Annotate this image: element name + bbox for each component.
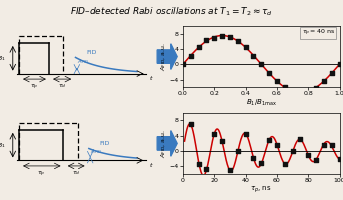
Point <box>204 39 209 42</box>
Point <box>235 149 240 152</box>
Text: $\tau_d$: $\tau_d$ <box>72 169 81 177</box>
FancyArrow shape <box>157 131 177 156</box>
Point <box>220 139 225 142</box>
Point <box>243 132 248 135</box>
Point <box>188 122 193 125</box>
Point <box>196 162 201 165</box>
Point <box>290 90 295 93</box>
Point <box>298 92 303 95</box>
Point <box>212 36 217 40</box>
Point <box>321 143 327 147</box>
Text: $\tau_p = 40$ ns: $\tau_p = 40$ ns <box>302 28 335 38</box>
Text: FID–detected Rabi oscillations at $T_1 = T_2 \approx \tau_d$: FID–detected Rabi oscillations at $T_1 =… <box>70 5 273 18</box>
Point <box>212 132 217 135</box>
Y-axis label: $A_{\mathrm{FID}}$, a.u.: $A_{\mathrm{FID}}$, a.u. <box>159 42 168 71</box>
Point <box>227 169 233 172</box>
Text: FID: FID <box>86 50 97 55</box>
Text: $A_\mathrm{FID}$: $A_\mathrm{FID}$ <box>77 57 89 66</box>
Point <box>227 35 233 38</box>
Point <box>282 162 287 165</box>
Point <box>282 85 287 88</box>
Point <box>204 168 209 171</box>
Point <box>306 154 311 157</box>
Point <box>298 138 303 141</box>
Point <box>251 156 256 160</box>
Point <box>220 35 225 38</box>
FancyArrow shape <box>157 44 177 69</box>
Text: $B_1$: $B_1$ <box>0 54 6 63</box>
Point <box>196 45 201 49</box>
Point <box>306 90 311 93</box>
Point <box>235 40 240 43</box>
Point <box>290 150 295 153</box>
Text: $t$: $t$ <box>149 74 154 82</box>
Text: FID: FID <box>99 141 110 146</box>
Point <box>274 143 280 146</box>
Text: $\tau_p$: $\tau_p$ <box>37 169 46 179</box>
X-axis label: $B_1/B_{1\mathrm{max}}$: $B_1/B_{1\mathrm{max}}$ <box>246 98 277 108</box>
Point <box>314 158 319 161</box>
Point <box>321 79 327 82</box>
Point <box>251 54 256 57</box>
Text: $t$: $t$ <box>149 161 154 169</box>
Point <box>329 72 334 75</box>
Point <box>243 46 248 49</box>
Text: $B_1$: $B_1$ <box>0 141 6 150</box>
Text: $\tau_d$: $\tau_d$ <box>58 82 67 90</box>
Point <box>337 158 342 161</box>
Point <box>274 79 280 83</box>
Point <box>337 63 342 66</box>
Text: $A_\mathrm{FID}$: $A_\mathrm{FID}$ <box>90 147 102 156</box>
Point <box>188 54 193 58</box>
Point <box>267 71 272 74</box>
Y-axis label: $A_{\mathrm{FID}}$, a.u.: $A_{\mathrm{FID}}$, a.u. <box>159 129 168 158</box>
Point <box>314 86 319 90</box>
Point <box>259 62 264 65</box>
Point <box>180 62 186 66</box>
Point <box>259 162 264 165</box>
Text: $\tau_p$: $\tau_p$ <box>30 82 38 92</box>
Point <box>329 144 334 147</box>
X-axis label: $\tau_p$, ns: $\tau_p$, ns <box>250 185 272 195</box>
Point <box>267 138 272 141</box>
